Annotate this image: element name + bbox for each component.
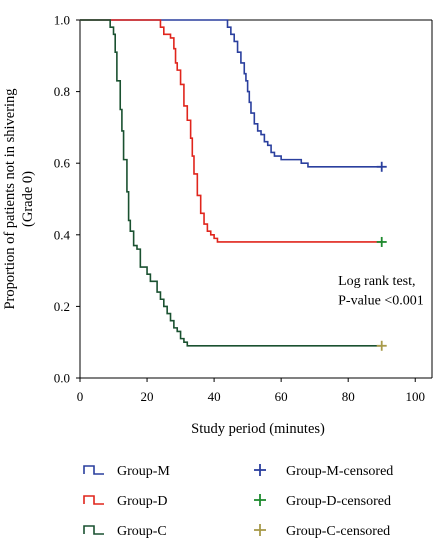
y-axis-title: Proportion of patients not in shivering …: [2, 88, 36, 309]
censor-marker-group-d: [376, 236, 387, 247]
x-tick-label: 80: [342, 389, 355, 404]
legend-label: Group-D: [117, 494, 168, 509]
y-tick-label: 0.8: [54, 84, 70, 99]
legend-label: Group-M-censored: [286, 464, 393, 479]
legend-item-group-m-censored: Group-M-censored: [254, 464, 393, 479]
legend-item-group-d: Group-D: [83, 494, 168, 509]
x-tick-label: 0: [77, 389, 84, 404]
tick-marks: 0 20 40 60 80 100 0.0 0.2 0.4 0.6 0.8 1.0: [54, 13, 425, 405]
legend: Group-M Group-D Group-C Group-M-censored Gro…: [83, 464, 393, 539]
legend-label: Group-D-censored: [286, 494, 391, 509]
y-tick-label: 0.4: [54, 227, 71, 242]
censored-markers: [376, 161, 387, 351]
x-tick-label: 100: [405, 389, 425, 404]
legend-item-group-c: Group-C: [83, 524, 167, 539]
axes: [79, 19, 433, 379]
series-group-c-line: [80, 19, 382, 347]
y-tick-label: 0.2: [54, 299, 70, 314]
y-tick-label: 0.0: [54, 371, 70, 386]
legend-swatch: [83, 465, 104, 475]
y-tick-label: 0.6: [54, 156, 71, 171]
survival-curves: [80, 19, 382, 347]
series-group-m-line: [80, 19, 382, 168]
series-group-d-line: [80, 19, 382, 243]
censor-marker-group-c: [376, 340, 387, 351]
y-tick-label: 1.0: [54, 13, 70, 28]
legend-label: Group-M: [117, 464, 170, 479]
annotation-line2: P-value <0.001: [338, 294, 424, 309]
x-axis-title: Study period (minutes): [191, 421, 325, 437]
legend-swatch: [83, 495, 104, 505]
log-rank-annotation: Log rank test, P-value <0.001: [338, 274, 424, 309]
x-tick-label: 40: [208, 389, 221, 404]
y-axis-title-line1: Proportion of patients not in shivering: [2, 88, 18, 309]
legend-item-group-m: Group-M: [83, 464, 170, 479]
annotation-line1: Log rank test,: [338, 274, 415, 289]
y-axis-title-line2: (Grade 0): [20, 171, 36, 227]
x-tick-label: 60: [275, 389, 288, 404]
legend-item-group-d-censored: Group-D-censored: [254, 494, 391, 509]
legend-item-group-c-censored: Group-C-censored: [254, 524, 390, 539]
legend-swatch: [83, 525, 104, 535]
legend-label: Group-C-censored: [286, 524, 390, 539]
x-tick-label: 20: [141, 389, 154, 404]
censor-marker-group-m: [376, 161, 387, 172]
legend-label: Group-C: [117, 524, 167, 539]
